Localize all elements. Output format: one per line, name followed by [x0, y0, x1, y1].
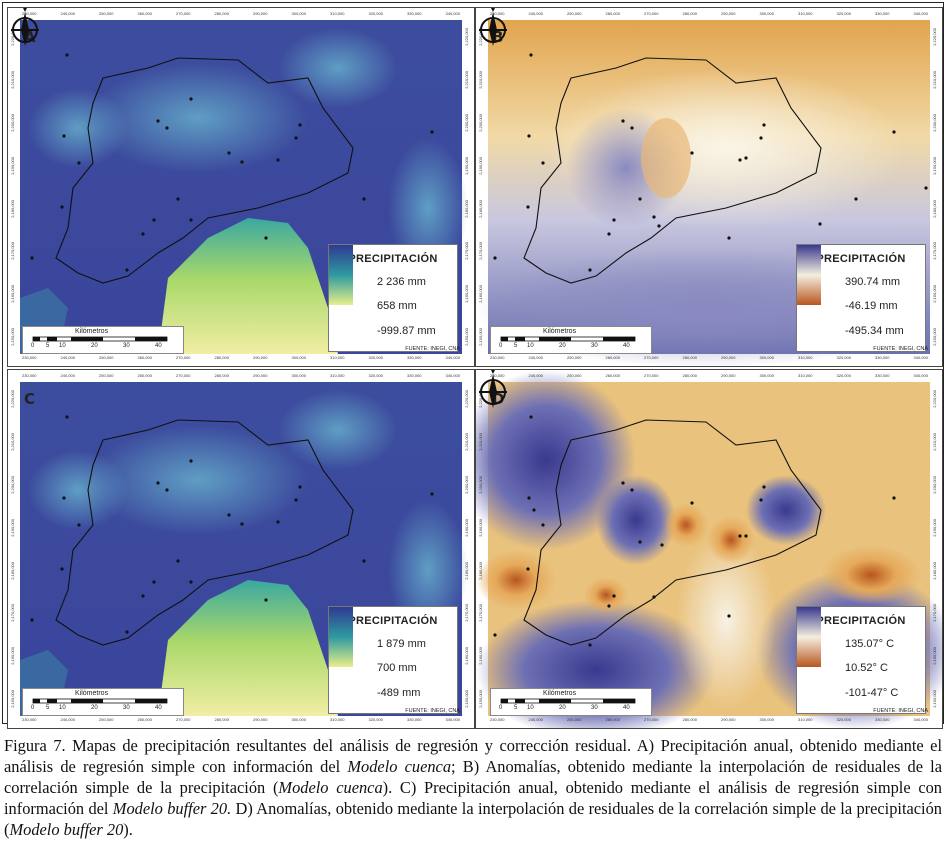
caption-text: D) Anomalías, obtenido mediante la inter…	[4, 799, 943, 839]
scale-bar: Kilómetros 0 5 10 20 30 40	[490, 688, 652, 716]
caption-italic: Modelo cuenca	[347, 757, 452, 776]
legend-min: -999.87 mm	[377, 325, 436, 337]
legend-color-ramp	[329, 245, 353, 305]
scale-title: Kilómetros	[543, 328, 577, 335]
scale-bar-graphic	[500, 698, 636, 704]
easting-ticks-bottom: 230,000 240,000 250,000 260,000 270,000 280,0…	[490, 717, 928, 722]
map-c-raster	[20, 382, 468, 716]
caption-italic: Modelo buffer 20	[9, 820, 124, 839]
scale-bar: Kilómetros 0 5 10 20 30 40	[22, 688, 184, 716]
easting-ticks-top: 230,000 240,000 250,000 260,000 270,000 280,0…	[490, 373, 928, 378]
scale-bar-graphic	[32, 698, 168, 704]
caption-text: ). C) Precipitación anual, obtenido medi…	[4, 778, 943, 818]
legend-title: PRECIPITACIÓN	[816, 615, 906, 627]
scale-title: Kilómetros	[75, 690, 109, 697]
figure-caption: Figura 7. Mapas de precipitación resulta…	[4, 735, 942, 840]
scale-bar-graphic	[500, 336, 636, 342]
legend-min: -489 mm	[377, 687, 421, 699]
scale-title: Kilómetros	[543, 690, 577, 697]
easting-ticks-bottom: 230,000 240,000 250,000 260,000 270,000 280,0…	[22, 355, 460, 360]
legend-title: PRECIPITACIÓN	[348, 253, 438, 265]
easting-ticks-top: 230,000 240,000 250,000 260,000 270,000 280,0…	[22, 11, 460, 16]
northing-ticks-left: 2,220,000 2,210,000 2,200,000 2,190,000 2,18…	[478, 28, 483, 346]
legend-mid: 658 mm	[377, 300, 417, 312]
legend-mid: 700 mm	[377, 662, 417, 674]
northing-ticks-right: 2,220,000 2,210,000 2,200,000 2,190,000 2,18…	[932, 390, 937, 708]
map-panel-b: 230,000 240,000 250,000 260,000 270,000 280,0…	[475, 7, 943, 367]
scale-bar-graphic	[32, 336, 168, 342]
source-note: FUENTE: INEGI, CNA	[405, 346, 460, 352]
easting-ticks-top: 230,000 240,000 250,000 260,000 270,000 280,0…	[22, 373, 460, 378]
legend-title: PRECIPITACIÓN	[816, 253, 906, 265]
legend-color-ramp	[797, 607, 821, 667]
north-arrow-icon	[11, 8, 39, 46]
legend-max: 1 879 mm	[377, 638, 426, 650]
legend-color-ramp	[797, 245, 821, 305]
scale-bar: Kilómetros 0 5 10 20 30 40	[490, 326, 652, 354]
northing-ticks-left: 2,220,000 2,210,000 2,200,000 2,190,000 2,18…	[10, 28, 15, 346]
source-note: FUENTE: INEGI, CNA	[873, 708, 928, 714]
legend-max: 390.74 mm	[845, 276, 901, 288]
panel-letter: B	[492, 28, 504, 46]
source-note: FUENTE: INEGI, CNA	[873, 346, 928, 352]
northing-ticks-left: 2,220,000 2,210,000 2,200,000 2,190,000 2,18…	[478, 390, 483, 708]
figure-label: Figura 7.	[4, 736, 66, 755]
caption-text: ).	[123, 820, 133, 839]
northing-ticks-right: 2,220,000 2,210,000 2,200,000 2,190,000 2,18…	[464, 28, 469, 346]
panel-letter: C	[24, 390, 36, 408]
legend-max: 135.07° C	[845, 638, 895, 650]
map-panel-a: 230,000 240,000 250,000 260,000 270,000 280,0…	[7, 7, 475, 367]
legend-max: 2 236 mm	[377, 276, 426, 288]
figure-frame: 230,000 240,000 250,000 260,000 270,000 280,0…	[2, 2, 944, 729]
map-panel-d: 230,000 240,000 250,000 260,000 270,000 280,0…	[475, 369, 943, 729]
legend-min: -101-47° C	[845, 687, 899, 699]
easting-ticks-bottom: 230,000 240,000 250,000 260,000 270,000 280,0…	[22, 717, 460, 722]
easting-ticks-bottom: 230,000 240,000 250,000 260,000 270,000 280,0…	[490, 355, 928, 360]
caption-text: ; B) Anomalías, obtenido mediante la int…	[4, 757, 943, 797]
legend-mid: 10.52° C	[845, 662, 888, 674]
scale-title: Kilómetros	[75, 328, 109, 335]
map-panel-c: 230,000 240,000 250,000 260,000 270,000 280,0…	[7, 369, 475, 729]
scale-bar: Kilómetros 0 5 10 20 30 40	[22, 326, 184, 354]
legend-title: PRECIPITACIÓN	[348, 615, 438, 627]
legend: PRECIPITACIÓN 2 236 mm 658 mm -999.87 mm	[328, 244, 458, 352]
legend-color-ramp	[329, 607, 353, 667]
northing-ticks-right: 2,220,000 2,210,000 2,200,000 2,190,000 2,18…	[464, 390, 469, 708]
legend: PRECIPITACIÓN 390.74 mm -46.19 mm -495.3…	[796, 244, 926, 352]
legend-mid: -46.19 mm	[845, 300, 898, 312]
legend: PRECIPITACIÓN 135.07° C 10.52° C -101-47…	[796, 606, 926, 714]
easting-ticks-top: 230,000 240,000 250,000 260,000 270,000 280,0…	[490, 11, 928, 16]
legend-min: -495.34 mm	[845, 325, 904, 337]
caption-italic: Modelo cuenca	[278, 778, 383, 797]
north-arrow-icon	[479, 8, 507, 46]
panel-letter: A	[24, 28, 36, 46]
caption-italic: Modelo buffer 20.	[112, 799, 232, 818]
source-note: FUENTE: INEGI, CNA	[405, 708, 460, 714]
caption-text: Mapas de precipitación resultantes del a…	[4, 736, 942, 776]
northing-ticks-left: 2,220,000 2,210,000 2,200,000 2,190,000 2,18…	[10, 390, 15, 708]
north-arrow-icon	[479, 370, 507, 408]
legend: PRECIPITACIÓN 1 879 mm 700 mm -489 mm	[328, 606, 458, 714]
northing-ticks-right: 2,220,000 2,210,000 2,200,000 2,190,000 2,18…	[932, 28, 937, 346]
